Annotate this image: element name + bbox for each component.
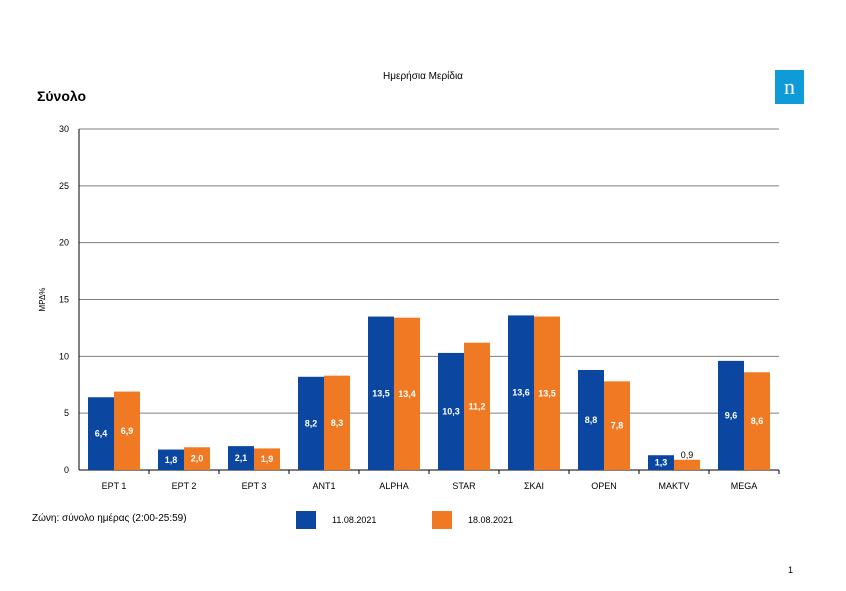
bar-2 <box>254 448 280 470</box>
x-tick-label: STAR <box>452 481 476 491</box>
y-tick-label: 5 <box>64 408 69 418</box>
x-tick-label: ΣΚΑΙ <box>524 481 544 491</box>
bar-2 <box>534 316 560 470</box>
y-tick-label: 25 <box>59 181 69 191</box>
section-title: Σύνολο <box>37 88 87 104</box>
data-label: 11,2 <box>468 401 485 411</box>
data-label: 1,9 <box>261 454 274 464</box>
bar-1 <box>718 360 744 470</box>
data-label: 8,2 <box>305 418 318 428</box>
x-tick-label: ΕΡΤ 2 <box>172 481 197 491</box>
legend-swatch-series-1 <box>296 511 316 529</box>
bar-2 <box>114 391 140 470</box>
y-tick-label: 0 <box>64 465 69 475</box>
bar-1 <box>158 449 184 470</box>
x-tick-label: ANT1 <box>312 481 335 491</box>
y-tick-label: 10 <box>59 351 69 361</box>
data-label: 9,6 <box>725 410 738 420</box>
data-label: 0,9 <box>681 450 694 460</box>
bar-1 <box>508 315 534 470</box>
x-tick-label: ΕΡΤ 1 <box>102 481 127 491</box>
x-tick-label: MAKTV <box>658 481 689 491</box>
page-number: 1 <box>788 565 794 575</box>
x-tick-label: OPEN <box>591 481 617 491</box>
legend-label-series-1: 11.08.2021 <box>332 515 377 525</box>
bar-2 <box>184 447 210 470</box>
brand-logo-letter: n <box>784 74 795 99</box>
data-label: 2,1 <box>235 453 248 463</box>
bar-1 <box>228 446 254 470</box>
data-label: 8,6 <box>751 416 764 426</box>
bar-2 <box>324 375 350 470</box>
data-label: 13,4 <box>398 389 416 399</box>
data-label: 13,6 <box>512 388 530 398</box>
bar-2 <box>744 372 770 470</box>
data-label: 8,8 <box>585 415 598 425</box>
data-label: 6,4 <box>95 429 108 439</box>
x-tick-label: ΕΡΤ 3 <box>242 481 267 491</box>
x-tick-label: MEGA <box>731 481 758 491</box>
y-axis-label: ΜΡΔ% <box>38 288 47 312</box>
zone-note: Ζώνη: σύνολο ημέρας (2:00-25:59) <box>32 513 187 524</box>
bar-1 <box>438 352 464 470</box>
chart-title: Ημερήσια Μερίδια <box>383 71 463 82</box>
y-tick-label: 30 <box>59 124 69 134</box>
bar-1 <box>648 455 674 470</box>
bar-1 <box>578 369 604 470</box>
legend-label-series-2: 18.08.2021 <box>468 515 514 525</box>
bar-1 <box>368 316 394 470</box>
data-label: 10,3 <box>442 406 460 416</box>
data-label: 7,8 <box>611 421 624 431</box>
y-tick-label: 15 <box>59 295 69 305</box>
data-label: 6,9 <box>121 426 134 436</box>
data-label: 1,8 <box>165 455 178 465</box>
bar-2 <box>464 342 490 470</box>
bar-2 <box>674 459 700 470</box>
legend-swatch-series-2 <box>432 511 452 529</box>
y-tick-label: 20 <box>59 238 69 248</box>
data-label: 13,5 <box>372 388 390 398</box>
bar-1 <box>88 397 114 470</box>
bar-2 <box>394 317 420 470</box>
bar-1 <box>298 376 324 470</box>
x-tick-label: ALPHA <box>379 481 409 491</box>
data-label: 8,3 <box>331 418 344 428</box>
brand-logo-glyph: n <box>784 74 795 99</box>
bar-2 <box>604 381 630 470</box>
data-label: 2,0 <box>191 454 204 464</box>
data-label: 1,3 <box>655 458 668 468</box>
brand-logo: n <box>775 70 804 104</box>
data-label: 13,5 <box>538 388 556 398</box>
